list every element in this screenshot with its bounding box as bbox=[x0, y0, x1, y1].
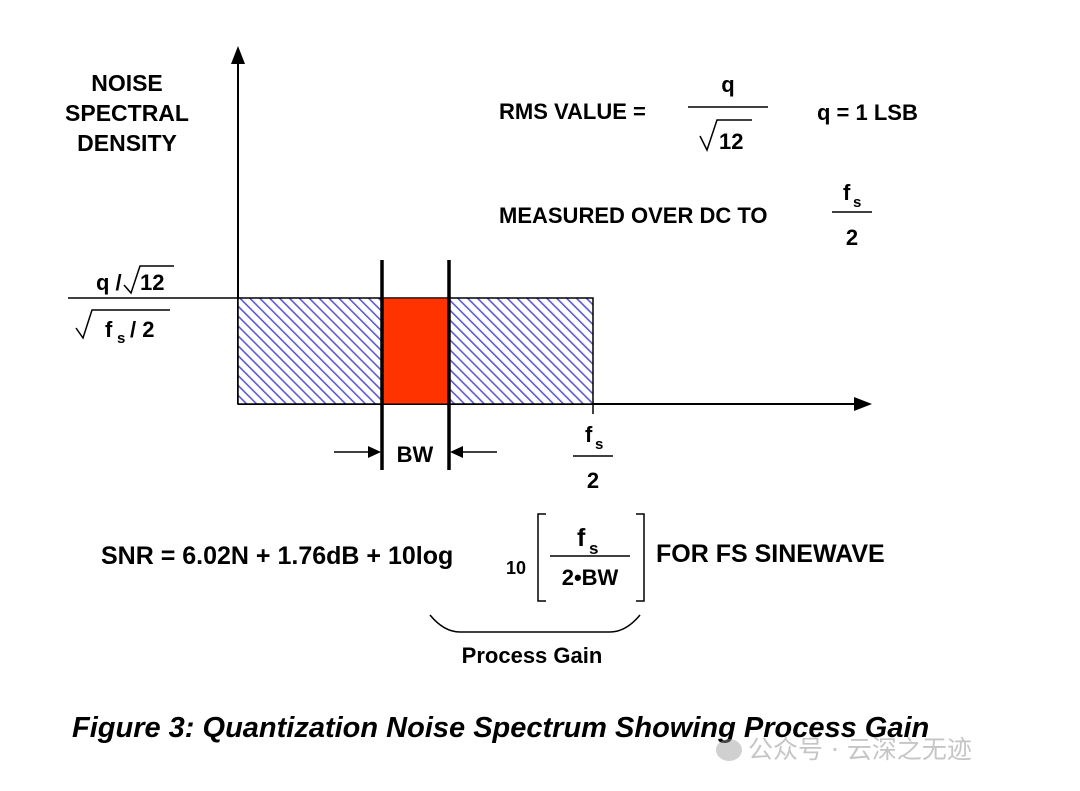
snr-fraction-denominator: 2•BW bbox=[562, 565, 619, 590]
measured-over-expression: MEASURED OVER DC TO f s 2 bbox=[499, 180, 872, 250]
density-denominator-f: f bbox=[105, 317, 113, 342]
wechat-icon bbox=[716, 739, 742, 761]
density-numerator-root: 12 bbox=[140, 270, 164, 295]
bw-label: BW bbox=[397, 442, 434, 467]
figure-caption: Figure 3: Quantization Noise Spectrum Sh… bbox=[72, 712, 930, 744]
rms-sqrt-icon bbox=[699, 119, 752, 152]
bandwidth-region bbox=[381, 297, 450, 405]
left-bracket-icon bbox=[537, 513, 546, 602]
process-gain-annotation: Process Gain bbox=[429, 614, 641, 668]
rms-value-expression: RMS VALUE = q 12 q = 1 LSB bbox=[499, 72, 918, 154]
process-gain-label: Process Gain bbox=[462, 643, 603, 668]
bw-right-arrowhead-icon bbox=[450, 446, 463, 458]
rms-label: RMS VALUE = bbox=[499, 99, 646, 124]
lsb-note: q = 1 LSB bbox=[817, 100, 918, 125]
y-axis-arrowhead bbox=[231, 46, 245, 64]
density-denominator-sqrt-icon bbox=[75, 309, 170, 340]
y-axis-label-line3: DENSITY bbox=[77, 130, 177, 156]
bw-dimension: BW bbox=[334, 442, 497, 467]
process-gain-brace-icon bbox=[429, 614, 641, 633]
measured-denominator: 2 bbox=[846, 225, 858, 250]
x-axis-end-label: f s 2 bbox=[573, 404, 613, 493]
snr-fraction-subscript: s bbox=[589, 539, 598, 558]
density-denominator-sub: s bbox=[117, 330, 125, 347]
rms-denominator: 12 bbox=[719, 129, 743, 154]
y-axis-label-line1: NOISE bbox=[91, 70, 163, 96]
x-end-subscript: s bbox=[595, 436, 603, 453]
watermark-text: 公众号 · 云深之无迹 bbox=[748, 735, 972, 764]
density-expression: q / 12 f s / 2 bbox=[75, 265, 174, 347]
right-bracket-icon bbox=[636, 513, 645, 602]
x-end-denominator: 2 bbox=[587, 468, 599, 493]
snr-fraction-numerator: f bbox=[577, 524, 586, 552]
snr-rhs: FOR FS SINEWAVE bbox=[656, 540, 885, 568]
density-numerator-sqrt-icon bbox=[123, 265, 174, 295]
bw-left-arrowhead-icon bbox=[368, 446, 381, 458]
measured-numerator: f bbox=[843, 180, 851, 205]
density-denominator-rest: / 2 bbox=[130, 317, 154, 342]
measured-label: MEASURED OVER DC TO bbox=[499, 203, 768, 228]
measured-subscript: s bbox=[853, 194, 861, 211]
watermark: 公众号 · 云深之无迹 bbox=[716, 730, 972, 766]
density-numerator: q / bbox=[96, 270, 122, 295]
x-end-numerator: f bbox=[585, 422, 593, 447]
snr-lhs: SNR = 6.02N + 1.76dB + 10log bbox=[101, 542, 453, 570]
y-axis-label: NOISE SPECTRAL DENSITY bbox=[65, 70, 189, 156]
x-axis-arrowhead bbox=[854, 397, 872, 411]
y-axis-label-line2: SPECTRAL bbox=[65, 100, 189, 126]
rms-numerator: q bbox=[721, 72, 734, 97]
snr-equation: SNR = 6.02N + 1.76dB + 10log 10 f s 2•BW… bbox=[101, 513, 885, 602]
snr-log-base: 10 bbox=[506, 558, 526, 578]
